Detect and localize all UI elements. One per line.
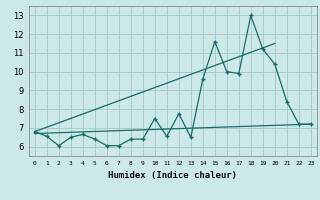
X-axis label: Humidex (Indice chaleur): Humidex (Indice chaleur) <box>108 171 237 180</box>
